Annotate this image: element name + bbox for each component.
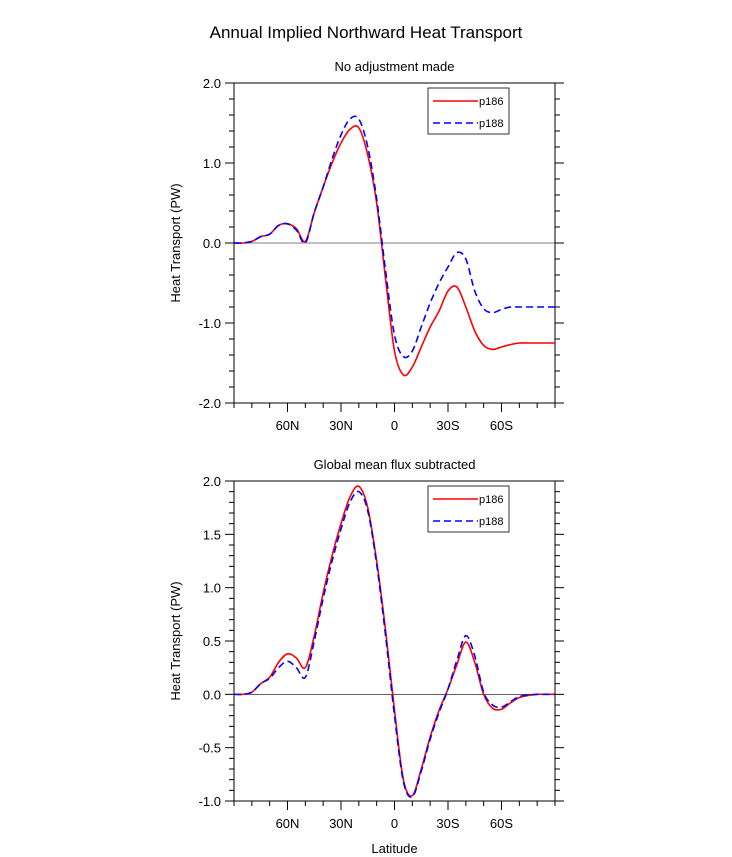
panel-title: Global mean flux subtracted <box>314 457 476 472</box>
legend-label: p186 <box>479 494 503 506</box>
y-tick-label: 2.0 <box>203 474 221 489</box>
legend: p186 p188 <box>427 485 510 533</box>
y-tick-label: 2.0 <box>203 76 221 91</box>
y-tick-label: -1.0 <box>199 794 221 809</box>
chart-panel-1: No adjustment made -2.0 -1.0 0.0 1.0 2.0 60N 30… <box>168 59 564 433</box>
legend-box <box>427 87 510 135</box>
y-tick-label: -2.0 <box>199 396 221 411</box>
legend-label: p188 <box>479 516 503 528</box>
x-tick-label: 60S <box>490 418 513 433</box>
legend-label: p188 <box>479 118 503 130</box>
x-tick-label: 30S <box>436 816 459 831</box>
y-axis-label: Heat Transport (PW) <box>168 581 183 700</box>
y-tick-label: 1.5 <box>203 527 221 542</box>
x-tick-label: 30N <box>329 418 353 433</box>
x-tick-label: 60S <box>490 816 513 831</box>
y-axis-label: Heat Transport (PW) <box>168 183 183 302</box>
series-line-p188 <box>234 115 555 359</box>
x-tick-label: 0 <box>391 816 398 831</box>
x-tick-label: 30N <box>329 816 353 831</box>
x-tick-label: 60N <box>276 816 300 831</box>
y-tick-label: 0.0 <box>203 236 221 251</box>
x-tick-label: 0 <box>391 418 398 433</box>
series-line-p188 <box>234 490 555 798</box>
chart-panel-2: Global mean flux subtracted -1.0 -0.5 0.0 0.… <box>168 457 564 856</box>
y-tick-label: 0.0 <box>203 687 221 702</box>
panel-title: No adjustment made <box>335 59 455 74</box>
y-tick-label: 1.0 <box>203 581 221 596</box>
y-tick-label: 1.0 <box>203 156 221 171</box>
legend-box <box>427 485 510 533</box>
x-tick-label: 30S <box>436 418 459 433</box>
x-tick-label: 60N <box>276 418 300 433</box>
series-line-p186 <box>234 485 555 797</box>
y-tick-label: -0.5 <box>199 741 221 756</box>
legend-label: p186 <box>479 96 503 108</box>
x-axis-label: Latitude <box>371 841 417 856</box>
y-tick-label: 0.5 <box>203 634 221 649</box>
y-tick-label: -1.0 <box>199 316 221 331</box>
figure-title: Annual Implied Northward Heat Transport <box>210 23 523 42</box>
legend: p186 p188 <box>427 87 510 135</box>
